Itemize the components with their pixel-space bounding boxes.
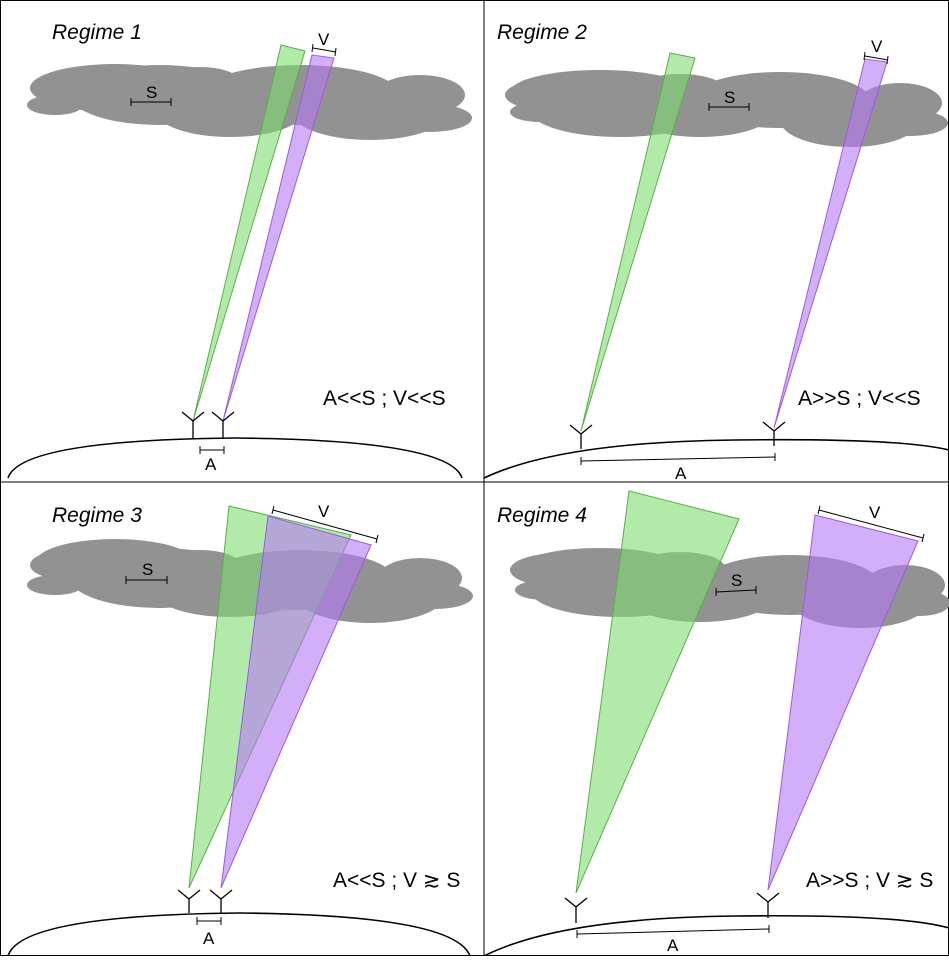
panel-regime-4: Regime 4 S V <box>483 490 949 957</box>
panel-title: Regime 4 <box>497 504 587 527</box>
antenna-left <box>181 411 205 438</box>
label-a: A <box>675 464 687 483</box>
scale-s <box>708 103 750 111</box>
scale-s <box>130 98 172 106</box>
antenna-right <box>211 411 235 438</box>
cloud <box>505 70 948 147</box>
scale-a <box>580 453 776 465</box>
earth-surface <box>483 438 949 479</box>
scale-v <box>863 51 889 65</box>
beam-green <box>192 44 306 422</box>
panel-title: Regime 1 <box>52 21 142 44</box>
scale-v <box>817 505 925 543</box>
label-v: V <box>869 503 881 522</box>
condition-label: A<<S ; V<<S <box>323 387 446 410</box>
scale-a <box>199 446 225 454</box>
label-s: S <box>724 88 735 107</box>
label-v: V <box>318 30 330 49</box>
antenna-left <box>564 897 588 923</box>
label-s: S <box>731 571 742 590</box>
scale-s <box>715 586 757 596</box>
condition-label: A>>S ; V ≳ S <box>806 869 933 892</box>
antenna-left <box>177 889 201 913</box>
beam-purple <box>773 58 888 429</box>
beam-green <box>580 52 696 432</box>
beam-green <box>575 490 740 894</box>
label-s: S <box>142 560 153 579</box>
panel-title: Regime 3 <box>52 504 142 527</box>
beam-purple <box>220 515 372 889</box>
label-a: A <box>205 455 217 474</box>
scale-s <box>125 576 168 584</box>
panel-regime-2: Regime 2 S V <box>483 21 949 483</box>
panel-regime-3: Regime 3 S V <box>7 502 473 957</box>
antenna-right <box>756 892 780 918</box>
label-v: V <box>871 37 883 56</box>
label-v: V <box>318 502 330 521</box>
panel-title: Regime 2 <box>497 21 587 44</box>
condition-label: A<<S ; V ≳ S <box>333 869 460 892</box>
label-a: A <box>667 936 679 955</box>
earth-surface <box>7 437 463 479</box>
scale-a <box>576 925 770 938</box>
antenna-right <box>209 889 233 913</box>
earth-surface <box>7 912 471 957</box>
beam-purple <box>222 54 335 422</box>
antenna-left <box>569 424 593 449</box>
antenna-right <box>762 421 786 446</box>
condition-label: A>>S ; V<<S <box>798 387 921 410</box>
scale-v <box>311 43 337 57</box>
panel-regime-1: Regime 1 S V <box>7 21 472 479</box>
label-s: S <box>146 83 157 102</box>
earth-surface <box>483 914 949 957</box>
scale-a <box>196 917 222 925</box>
cloud <box>27 64 472 140</box>
scale-v <box>271 505 379 544</box>
label-a: A <box>203 929 215 948</box>
beam-purple <box>767 514 919 891</box>
